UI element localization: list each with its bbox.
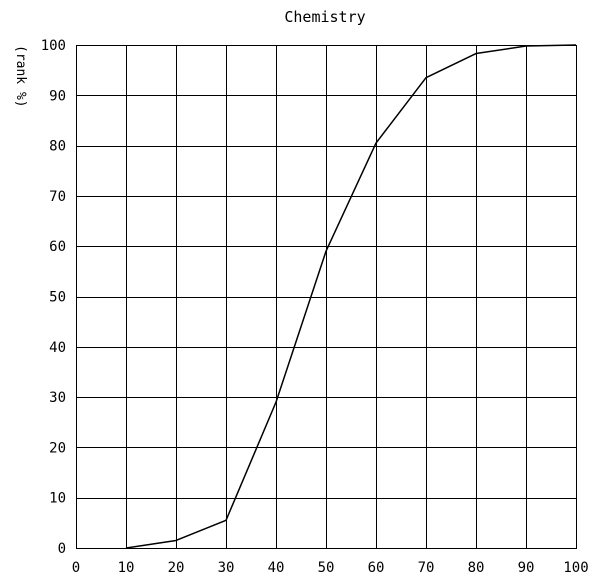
- y-tick-label: 50: [49, 290, 66, 306]
- x-tick-label: 90: [518, 560, 535, 576]
- chart-title: Chemistry: [284, 8, 365, 26]
- y-tick-label: 10: [49, 491, 66, 507]
- y-tick-label: 40: [49, 340, 66, 356]
- x-tick-label: 100: [563, 560, 588, 576]
- x-tick-label: 0: [72, 560, 80, 576]
- x-tick-label: 70: [418, 560, 435, 576]
- y-tick-label: 20: [49, 440, 66, 456]
- y-axis-label: (rank %): [13, 45, 28, 108]
- x-tick-label: 30: [218, 560, 235, 576]
- x-tick-label: 60: [368, 560, 385, 576]
- x-tick-label: 80: [468, 560, 485, 576]
- x-tick-label: 20: [168, 560, 185, 576]
- plot-frame: [75, 44, 578, 550]
- tick-labels: 0 10 20 30 40 50 60 70 80 90 100 0 10 20 30 40 50 60 70 80 9…: [41, 38, 589, 576]
- y-tick-label: 80: [49, 139, 66, 155]
- y-tick-label: 0: [58, 541, 66, 557]
- y-tick-label: 90: [49, 88, 66, 104]
- grid: [76, 45, 577, 549]
- x-tick-label: 40: [268, 560, 285, 576]
- x-tick-label: 10: [118, 560, 135, 576]
- y-tick-label: 60: [49, 239, 66, 255]
- series-line: [125, 44, 577, 549]
- y-tick-label: 30: [49, 390, 66, 406]
- x-tick-label: 50: [318, 560, 335, 576]
- y-tick-label: 100: [41, 38, 66, 54]
- series-group: [125, 44, 577, 549]
- y-tick-label: 70: [49, 189, 66, 205]
